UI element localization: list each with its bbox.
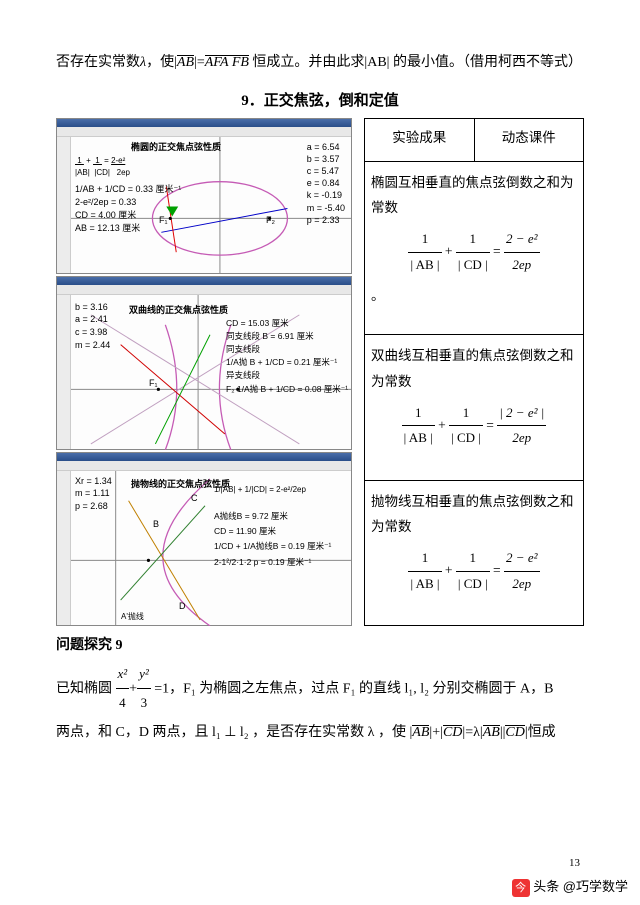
shot2-title: 双曲线的正交焦点弦性质 (129, 303, 228, 316)
table-header-2: 动态课件 (474, 118, 584, 161)
results-table: 实验成果 动态课件 椭圆互相垂直的焦点弦倒数之和为常数 1| AB | + 1|… (364, 118, 584, 626)
screenshot-ellipse: 椭圆的正交焦点弦性质 a = 6.54b = 3.57c = 5.47e = 0… (56, 118, 352, 274)
bottom-paragraph: 已知椭圆 x²4+y²3 =1，F₁ 为椭圆之左焦点，过点 F₁ 的直线 l₁,… (56, 660, 584, 749)
screenshot-parabola: 抛物线的正交焦点弦性质 Xr = 1.34m = 1.11p = 2.68 1/… (56, 452, 352, 626)
intro-paragraph: 否存在实常数λ，使|AB|=AFA FB 恒成立。并由此求|AB| 的最小值。（… (56, 48, 584, 79)
screenshot-hyperbola: 双曲线的正交焦点弦性质 b = 3.16a = 2.41c = 3.98m = … (56, 276, 352, 450)
watermark: 今 头条 @巧学数学 (512, 876, 628, 897)
table-header-1: 实验成果 (365, 118, 475, 161)
watermark-icon: 今 (512, 879, 530, 897)
subsection-heading: 问题探究 9 (56, 634, 584, 654)
section-heading: 9．正交焦弦，倒和定值 (56, 89, 584, 110)
page-number: 13 (569, 857, 580, 869)
table-row: 椭圆互相垂直的焦点弦倒数之和为常数 1| AB | + 1| CD | = 2 … (365, 161, 584, 335)
shot1-title: 椭圆的正交焦点弦性质 (131, 140, 221, 153)
table-row: 抛物线互相垂直的焦点弦倒数之和为常数 1| AB | + 1| CD | = 2… (365, 480, 584, 625)
table-row: 双曲线互相垂直的焦点弦倒数之和为常数 1| AB | + 1| CD | = |… (365, 335, 584, 480)
